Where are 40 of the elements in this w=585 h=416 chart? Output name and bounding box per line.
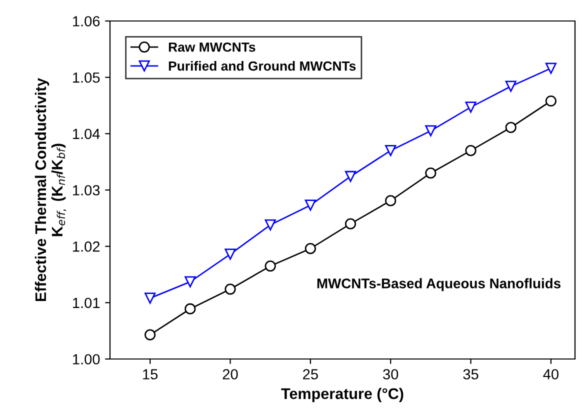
x-tick-label: 30: [383, 369, 398, 380]
point: [465, 145, 476, 156]
y-tick-label: 1.01: [73, 298, 100, 308]
point: [224, 284, 236, 295]
y-tick-label: 1.02: [73, 241, 100, 252]
y-axis-title: Effective Thermal Conductivity K$_{eff,}$ (K$_{nf}$/K$_{bf}$): [34, 78, 66, 302]
point: [144, 329, 156, 340]
x-tick-label: 35: [463, 369, 478, 380]
point: [344, 218, 356, 230]
point: [425, 168, 436, 179]
legend-label: Raw MWCNTs: [168, 42, 256, 52]
point: [425, 125, 436, 136]
x-tick-label: 20: [222, 369, 238, 380]
y-tick-label: 1.05: [73, 72, 100, 83]
point: [545, 62, 557, 74]
y-tick-label: 1.06: [73, 16, 100, 26]
legend-label: Purified and Ground MWCNTs: [168, 61, 356, 71]
y-tick-label: 1.03: [73, 185, 100, 196]
point: [545, 95, 557, 107]
point: [505, 80, 516, 92]
point: [385, 195, 396, 206]
point: [304, 243, 316, 254]
point: [224, 248, 236, 260]
y-tick-label: 1.04: [73, 128, 100, 140]
point: [505, 122, 516, 134]
x-tick-label: 15: [143, 369, 158, 380]
point: [184, 303, 196, 314]
point: [144, 292, 156, 304]
point: [264, 219, 276, 230]
point: [264, 260, 276, 272]
x-axis-title: Temperature (°C): [281, 388, 404, 402]
point: [385, 145, 396, 156]
annotation: MWCNTs-Based Aqueous Nanofluids: [317, 278, 560, 292]
point: [184, 276, 196, 288]
x-tick-label: 25: [303, 369, 318, 380]
point: [304, 200, 316, 211]
y-tick-label: 1.00: [73, 354, 100, 364]
x-tick-label: 40: [543, 369, 558, 380]
point: [465, 102, 476, 113]
point: [344, 170, 356, 182]
